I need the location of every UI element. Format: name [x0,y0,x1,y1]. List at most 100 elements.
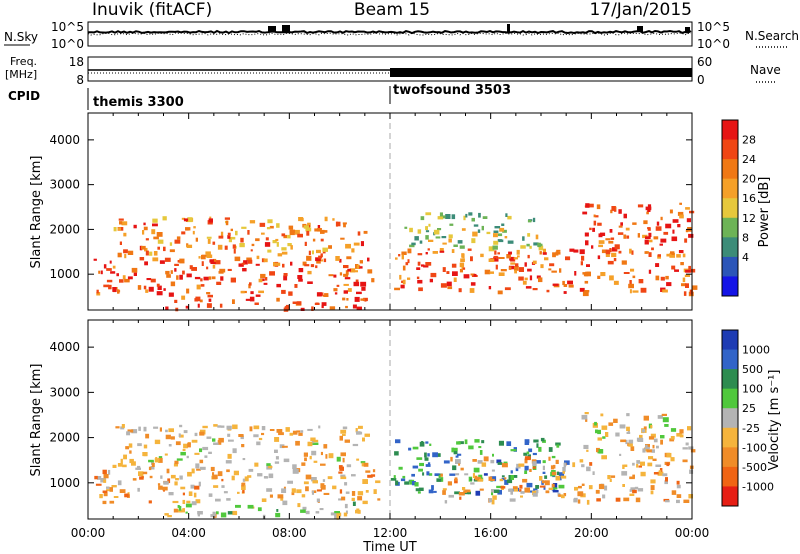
heatmap-cell [605,249,611,255]
heatmap-cell [417,491,421,494]
heatmap-cell [458,441,464,445]
heatmap-cell [357,231,361,236]
heatmap-cell [400,478,406,482]
heatmap-cell [256,441,261,446]
colorbar-swatch [722,349,738,370]
heatmap-cell [296,489,302,494]
heatmap-cell [522,236,525,241]
heatmap-cell [518,463,525,467]
heatmap-cell [573,249,579,253]
heatmap-cell [278,432,284,436]
heatmap-cell [419,441,425,447]
heatmap-cell [226,498,231,501]
heatmap-cell [212,472,215,476]
heatmap-cell [283,273,288,277]
heatmap-cell [176,236,181,240]
heatmap-cell [322,479,326,482]
heatmap-cell [209,259,214,263]
heatmap-cell [595,429,598,434]
heatmap-cell [309,455,312,460]
heatmap-cell [199,299,203,303]
heatmap-cell [356,508,360,512]
heatmap-cell [182,492,185,496]
nsearch-tick-top: 10^5 [697,20,730,34]
heatmap-cell [497,252,500,255]
heatmap-cell [127,250,134,255]
nsearch-tick-bottom: 10^0 [697,37,730,51]
heatmap-cell [472,473,475,478]
heatmap-cell [303,452,308,457]
colorbar-tick-label: -25 [742,422,760,435]
heatmap-cell [488,258,495,262]
heatmap-cell [220,425,225,428]
heatmap-cell [116,273,119,277]
power-cbar-label: Power [dB] [757,177,772,248]
heatmap-cell [497,462,503,465]
heatmap-cell [458,492,465,496]
heatmap-cell [409,227,413,233]
y-tick-label: 1000 [49,476,80,490]
heatmap-cell [196,284,201,290]
heatmap-cell [674,269,679,272]
heatmap-cell [462,487,466,491]
heatmap-cell [522,478,528,483]
heatmap-cell [203,276,209,281]
heatmap-cell [613,280,619,285]
heatmap-cell [462,267,466,270]
heatmap-cell [562,280,565,286]
freq-panel: Freq. [MHz] 18 8 60 0 Nave [5,55,781,87]
heatmap-cell [681,283,687,287]
heatmap-cell [294,284,298,288]
heatmap-cell [428,473,433,476]
heatmap-cell [249,426,253,432]
heatmap-cell [196,468,201,471]
heatmap-cell [360,281,367,287]
heatmap-cell [272,240,277,244]
heatmap-cell [532,452,537,456]
heatmap-cell [143,444,148,449]
heatmap-cell [417,261,421,266]
beam-title: Beam 15 [354,0,430,20]
heatmap-cell [622,464,625,469]
heatmap-cell [621,260,627,265]
heatmap-cell [158,457,163,463]
heatmap-cell [125,446,130,450]
heatmap-cell [131,267,138,273]
heatmap-cell [142,230,145,235]
heatmap-cell [594,421,597,426]
heatmap-cell [186,500,191,504]
heatmap-cell [316,249,321,254]
heatmap-cell [656,221,660,226]
heatmap-cell [546,289,550,293]
heatmap-cell [292,301,298,304]
heatmap-cell [302,261,307,266]
heatmap-cell [562,467,566,472]
heatmap-cell [665,223,672,229]
heatmap-cell [651,449,655,453]
heatmap-cell [253,434,259,438]
heatmap-cell [622,484,625,487]
heatmap-cell [623,272,630,274]
heatmap-cell [468,212,473,216]
heatmap-cell [245,298,252,301]
power-panel-frame [87,112,693,311]
heatmap-cell [432,452,438,458]
heatmap-cell [135,467,141,470]
heatmap-cell [473,467,480,473]
velocity-colorbar: 1000 500 100 25 -25 -100 -500 -1000 [721,329,774,507]
heatmap-cell [586,449,589,452]
heatmap-cell [395,257,398,260]
cpid-row: CPID themis 3300 twofsound 3503 [8,83,511,110]
heatmap-cell [254,462,259,467]
heatmap-cell [548,447,553,452]
heatmap-cell [469,288,475,293]
heatmap-cell [666,282,672,287]
heatmap-cell [275,512,281,518]
heatmap-cell [687,426,692,431]
heatmap-cell [354,270,358,273]
heatmap-cell [524,465,529,471]
heatmap-cell [428,223,431,227]
heatmap-cell [579,459,584,463]
heatmap-cell [240,435,244,440]
heatmap-cell [595,215,599,218]
